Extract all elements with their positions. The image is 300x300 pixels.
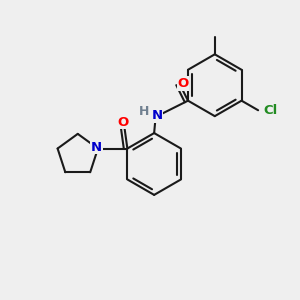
Text: H: H <box>139 105 150 118</box>
Text: O: O <box>177 77 189 90</box>
Text: Cl: Cl <box>263 104 278 117</box>
Text: N: N <box>152 109 163 122</box>
Text: N: N <box>91 141 102 154</box>
Text: O: O <box>117 116 129 128</box>
